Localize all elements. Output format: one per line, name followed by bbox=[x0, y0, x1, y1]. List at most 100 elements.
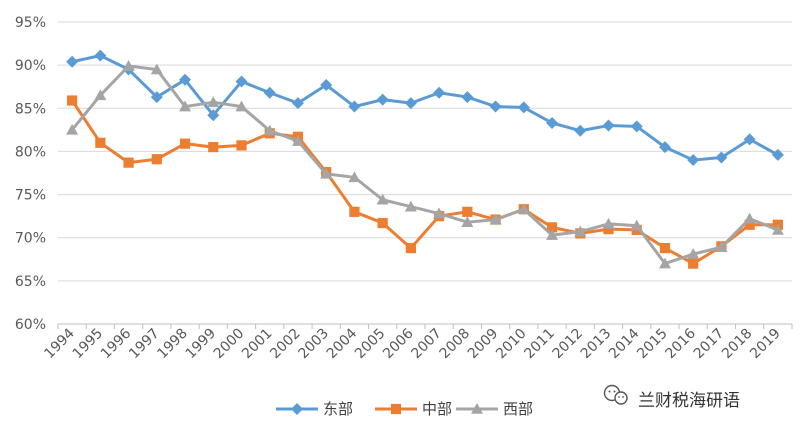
data-point bbox=[348, 100, 361, 113]
data-point bbox=[546, 116, 559, 129]
data-point bbox=[546, 229, 559, 240]
y-tick-label: 85% bbox=[15, 101, 46, 117]
x-tick-label: 2002 bbox=[267, 326, 304, 363]
x-tick-label: 1997 bbox=[126, 326, 163, 363]
data-point bbox=[122, 60, 135, 71]
data-point bbox=[574, 225, 587, 237]
x-tick-label: 2004 bbox=[324, 325, 361, 362]
data-point bbox=[66, 123, 79, 135]
data-point bbox=[603, 223, 614, 235]
data-point bbox=[659, 242, 671, 254]
data-point bbox=[235, 75, 248, 88]
data-point bbox=[150, 63, 163, 75]
watermark-text: 兰财税海研语 bbox=[638, 391, 740, 411]
data-point bbox=[94, 89, 107, 101]
data-point bbox=[404, 200, 417, 212]
legend-item: 西部 bbox=[456, 400, 533, 418]
x-tick-label: 2014 bbox=[606, 325, 643, 362]
data-point bbox=[630, 120, 643, 133]
data-point bbox=[235, 100, 248, 112]
data-point bbox=[658, 141, 671, 154]
x-tick-label: 2009 bbox=[465, 326, 502, 363]
data-point bbox=[461, 91, 474, 104]
x-tick-label: 2007 bbox=[408, 326, 445, 363]
x-tick-label: 2003 bbox=[296, 326, 333, 363]
x-tick-label: 2008 bbox=[437, 326, 474, 363]
x-tick-label: 2000 bbox=[211, 326, 248, 363]
x-tick-label: 2010 bbox=[493, 326, 530, 363]
series-line bbox=[70, 99, 778, 266]
data-point bbox=[208, 142, 219, 153]
data-point bbox=[67, 95, 78, 106]
y-tick-label: 80% bbox=[15, 144, 46, 160]
legend-swatch-marker bbox=[471, 403, 483, 414]
x-tick-label: 2015 bbox=[634, 326, 671, 363]
data-point bbox=[688, 258, 699, 269]
data-point bbox=[179, 100, 192, 112]
y-tick-label: 90% bbox=[15, 58, 46, 74]
legend-swatch-marker bbox=[291, 403, 303, 415]
y-tick-label: 95% bbox=[15, 15, 46, 31]
y-tick-label: 60% bbox=[15, 317, 46, 333]
data-point bbox=[207, 96, 220, 108]
legend-label: 西部 bbox=[503, 400, 533, 418]
data-point bbox=[376, 193, 389, 205]
series-line bbox=[70, 64, 779, 266]
data-point bbox=[602, 217, 615, 229]
data-point bbox=[771, 223, 784, 235]
y-tick-label: 70% bbox=[15, 231, 46, 247]
legend-label: 东部 bbox=[323, 400, 353, 418]
data-point bbox=[687, 248, 700, 259]
data-point bbox=[123, 157, 134, 168]
x-tick-label: 2011 bbox=[521, 326, 558, 363]
x-tick-label: 2006 bbox=[380, 325, 417, 362]
data-point bbox=[461, 216, 474, 227]
legend-label: 中部 bbox=[422, 400, 452, 418]
x-tick-label: 1998 bbox=[154, 326, 191, 363]
data-point bbox=[376, 93, 389, 106]
data-point bbox=[291, 97, 304, 110]
data-point bbox=[517, 101, 530, 114]
data-point bbox=[687, 154, 700, 167]
data-point bbox=[207, 109, 220, 122]
watermark: 兰财税海研语 bbox=[603, 384, 740, 411]
series-line bbox=[71, 54, 779, 162]
data-point bbox=[263, 86, 276, 99]
wechat-icon bbox=[603, 384, 628, 405]
data-point bbox=[320, 167, 333, 179]
x-tick-label: 2012 bbox=[550, 326, 587, 363]
data-point bbox=[771, 148, 784, 161]
legend-item: 中部 bbox=[375, 400, 452, 418]
data-point bbox=[320, 78, 333, 91]
x-axis: 1994199519961997199819992000200120022003… bbox=[41, 323, 793, 363]
data-point bbox=[462, 206, 473, 217]
data-point bbox=[517, 203, 530, 215]
data-point bbox=[743, 212, 756, 224]
data-point bbox=[95, 137, 106, 148]
grid-lines bbox=[58, 21, 792, 325]
data-point bbox=[405, 242, 416, 254]
data-point bbox=[404, 97, 417, 110]
legend: 东部 中部 西部 bbox=[276, 400, 533, 418]
data-point bbox=[263, 124, 276, 136]
x-tick-label: 2016 bbox=[663, 325, 700, 362]
data-point bbox=[349, 206, 360, 217]
data-point bbox=[94, 49, 107, 62]
data-point bbox=[658, 257, 671, 269]
y-axis: 60% 65% 70% 75% 80% 85% 90% 95% bbox=[15, 15, 46, 333]
data-point bbox=[546, 222, 558, 233]
data-point bbox=[602, 119, 615, 132]
data-point bbox=[715, 151, 728, 164]
data-point bbox=[433, 86, 446, 99]
data-point bbox=[744, 219, 755, 230]
x-tick-label: 2018 bbox=[719, 326, 756, 363]
data-point bbox=[151, 154, 162, 165]
x-tick-label: 1999 bbox=[183, 326, 220, 363]
data-point bbox=[489, 100, 502, 113]
data-point bbox=[743, 133, 756, 146]
series-2 bbox=[67, 95, 783, 269]
data-point bbox=[574, 124, 587, 137]
x-tick-label: 1995 bbox=[70, 326, 107, 363]
